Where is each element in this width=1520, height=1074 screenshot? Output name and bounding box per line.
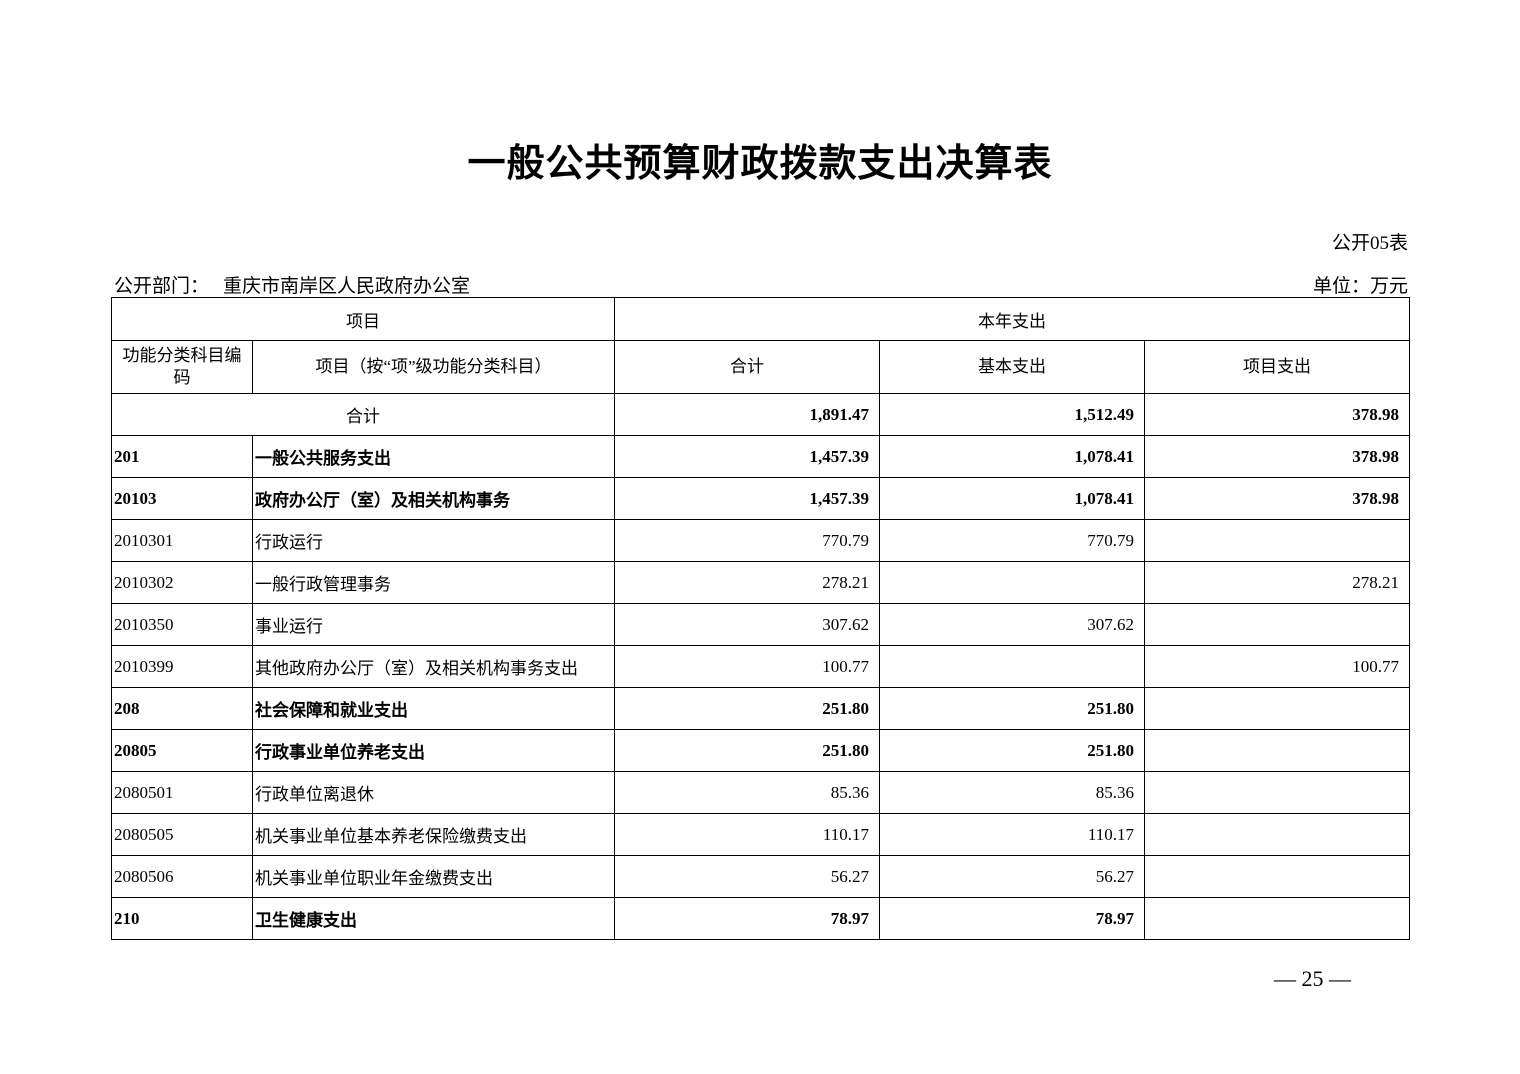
cell-project: 378.98	[1144, 477, 1410, 520]
cell-project	[1144, 687, 1410, 730]
page-number: — 25 —	[1274, 966, 1351, 991]
cell-name: 一般行政管理事务	[252, 561, 615, 604]
cell-total: 307.62	[614, 603, 880, 646]
form-number: 公开05表	[1331, 233, 1408, 254]
cell-basic: 770.79	[879, 519, 1145, 562]
table-row: 2080505 机关事业单位基本养老保险缴费支出 110.17 110.17	[111, 813, 1410, 856]
cell-code: 2080501	[111, 771, 253, 814]
cell-basic: 307.62	[879, 603, 1145, 646]
cell-basic	[879, 561, 1145, 604]
cell-code: 2010399	[111, 645, 253, 688]
cell-total: 278.21	[614, 561, 880, 604]
page-title: 一般公共预算财政拨款支出决算表	[467, 143, 1053, 185]
table-row: 2080501 行政单位离退休 85.36 85.36	[111, 771, 1410, 814]
table-row: 2010302 一般行政管理事务 278.21 278.21	[111, 561, 1410, 604]
cell-project: 378.98	[1144, 435, 1410, 478]
table-row: 20103 政府办公厅（室）及相关机构事务 1,457.39 1,078.41 378.…	[111, 477, 1410, 520]
cell-code: 2080506	[111, 855, 253, 898]
cell-total: 85.36	[614, 771, 880, 814]
cell-name: 行政运行	[252, 519, 615, 562]
cell-code: 2010350	[111, 603, 253, 646]
table-row: 201 一般公共服务支出 1,457.39 1,078.41 378.98	[111, 435, 1410, 478]
cell-project	[1144, 855, 1410, 898]
cell-code: 20805	[111, 729, 253, 772]
total-row: 合计 1,891.47 1,512.49 378.98	[111, 393, 1410, 436]
header-name: 项目（按“项”级功能分类科目）	[252, 340, 615, 394]
cell-name: 事业运行	[252, 603, 615, 646]
table-row: 2010399 其他政府办公厅（室）及相关机构事务支出 100.77 100.77	[111, 645, 1410, 688]
table-row: 20805 行政事业单位养老支出 251.80 251.80	[111, 729, 1410, 772]
cell-total: 770.79	[614, 519, 880, 562]
cell-project	[1144, 771, 1410, 814]
total-label: 合计	[111, 393, 615, 436]
cell-basic: 251.80	[879, 687, 1145, 730]
cell-project	[1144, 897, 1410, 940]
cell-total: 1,457.39	[614, 477, 880, 520]
cell-name: 行政事业单位养老支出	[252, 729, 615, 772]
cell-basic: 1,078.41	[879, 435, 1145, 478]
header-basic: 基本支出	[879, 340, 1145, 394]
cell-code: 2010302	[111, 561, 253, 604]
cell-project: 100.77	[1144, 645, 1410, 688]
table-row: 2080506 机关事业单位职业年金缴费支出 56.27 56.27	[111, 855, 1410, 898]
table-row: 2010350 事业运行 307.62 307.62	[111, 603, 1410, 646]
cell-total: 251.80	[614, 729, 880, 772]
cell-name: 社会保障和就业支出	[252, 687, 615, 730]
cell-project	[1144, 519, 1410, 562]
cell-total: 56.27	[614, 855, 880, 898]
header-total: 合计	[614, 340, 880, 394]
unit-label: 单位：万元	[1312, 276, 1408, 297]
cell-project	[1144, 729, 1410, 772]
cell-basic: 78.97	[879, 897, 1145, 940]
department-line: 公开部门： 重庆市南岸区人民政府办公室	[114, 271, 484, 298]
header-row-1: 项目 本年支出	[111, 297, 1410, 341]
cell-total: 251.80	[614, 687, 880, 730]
cell-name: 一般公共服务支出	[252, 435, 615, 478]
cell-code: 210	[111, 897, 253, 940]
cell-basic: 110.17	[879, 813, 1145, 856]
cell-code: 208	[111, 687, 253, 730]
cell-project	[1144, 813, 1410, 856]
total-basic: 1,512.49	[879, 393, 1145, 436]
cell-name: 机关事业单位职业年金缴费支出	[252, 855, 615, 898]
header-item: 项目	[111, 297, 615, 341]
cell-project: 278.21	[1144, 561, 1410, 604]
header-row-2: 功能分类科目编码 项目（按“项”级功能分类科目） 合计 基本支出 项目支出	[111, 340, 1410, 394]
cell-total: 110.17	[614, 813, 880, 856]
total-project: 378.98	[1144, 393, 1410, 436]
table-row: 210 卫生健康支出 78.97 78.97	[111, 897, 1410, 940]
total-total: 1,891.47	[614, 393, 880, 436]
table-row: 208 社会保障和就业支出 251.80 251.80	[111, 687, 1410, 730]
cell-basic: 56.27	[879, 855, 1145, 898]
cell-total: 1,457.39	[614, 435, 880, 478]
cell-total: 100.77	[614, 645, 880, 688]
cell-name: 行政单位离退休	[252, 771, 615, 814]
cell-basic: 1,078.41	[879, 477, 1145, 520]
cell-name: 机关事业单位基本养老保险缴费支出	[252, 813, 615, 856]
cell-name: 其他政府办公厅（室）及相关机构事务支出	[252, 645, 615, 688]
cell-basic: 251.80	[879, 729, 1145, 772]
header-project: 项目支出	[1144, 340, 1410, 394]
cell-total: 78.97	[614, 897, 880, 940]
department-name: 重庆市南岸区人民政府办公室	[223, 276, 471, 297]
cell-name: 卫生健康支出	[252, 897, 615, 940]
header-code: 功能分类科目编码	[111, 340, 253, 394]
header-current-year: 本年支出	[614, 297, 1410, 341]
cell-project	[1144, 603, 1410, 646]
table-row: 2010301 行政运行 770.79 770.79	[111, 519, 1410, 562]
cell-code: 20103	[111, 477, 253, 520]
cell-code: 2080505	[111, 813, 253, 856]
cell-basic: 85.36	[879, 771, 1145, 814]
cell-basic	[879, 645, 1145, 688]
cell-code: 201	[111, 435, 253, 478]
cell-code: 2010301	[111, 519, 253, 562]
department-label: 公开部门：	[114, 276, 210, 297]
expenditure-table: 项目 本年支出 功能分类科目编码 项目（按“项”级功能分类科目） 合计 基本支出…	[111, 297, 1410, 940]
cell-name: 政府办公厅（室）及相关机构事务	[252, 477, 615, 520]
